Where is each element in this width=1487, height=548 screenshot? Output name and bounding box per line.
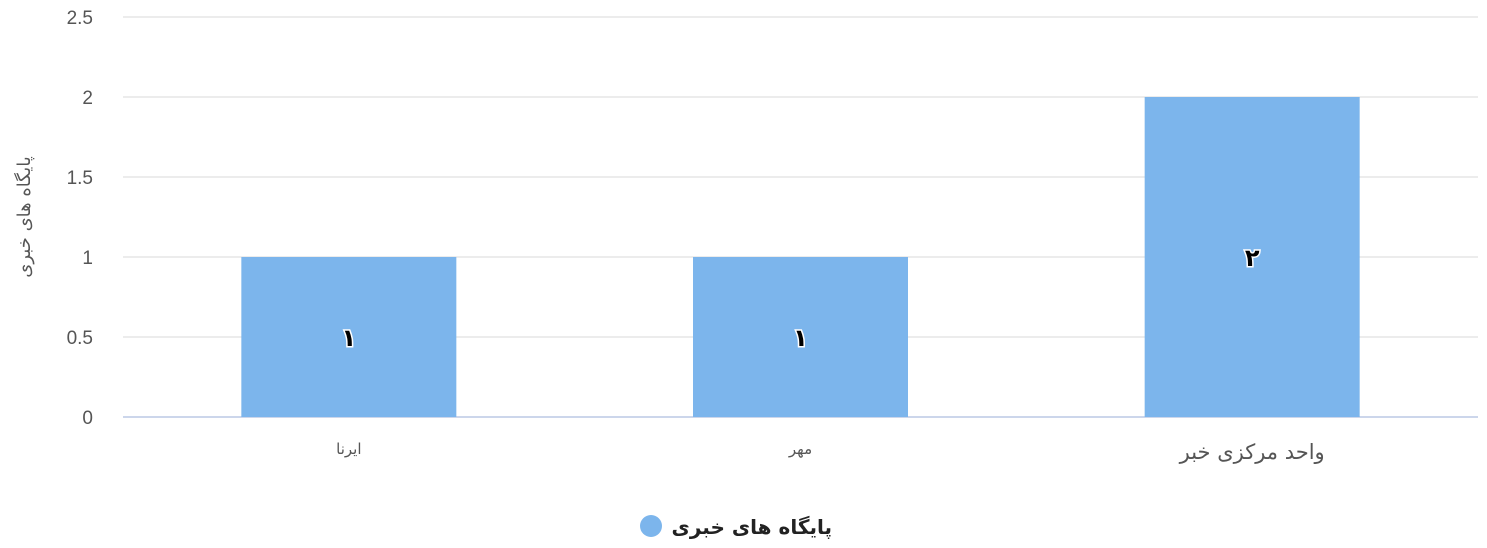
bar-data-label: ۲ [1245,244,1260,272]
y-tick-label: 2 [82,88,93,109]
bar[interactable] [693,257,908,417]
x-axis-ticks: ایرنا مهر واحد مرکزی خبر [336,440,1325,464]
bars [241,97,1360,417]
x-tick-label: واحد مرکزی خبر [1179,440,1325,464]
y-tick-label: 2.5 [67,8,93,29]
bar[interactable] [1144,97,1360,417]
y-tick-label: 0 [82,408,93,429]
y-tick-label: 0.5 [67,328,93,349]
x-tick-label: مهر [788,440,812,458]
legend-swatch [640,515,662,537]
y-axis-title: پایگاه های خبری [13,156,35,277]
y-tick-label: 1 [82,248,93,269]
bar-data-label: ۱ [342,324,357,352]
bar-data-label: ۱ [793,324,808,352]
legend-label: پایگاه های خبری [672,515,832,540]
x-tick-label: ایرنا [336,440,361,458]
bar[interactable] [241,257,457,417]
data-labels: ۱ ۱ ۲ [340,243,1261,354]
legend[interactable]: پایگاه های خبری [640,515,832,540]
y-tick-label: 1.5 [67,168,93,189]
y-axis-ticks: 0 0.5 1 1.5 2 2.5 [67,8,93,429]
